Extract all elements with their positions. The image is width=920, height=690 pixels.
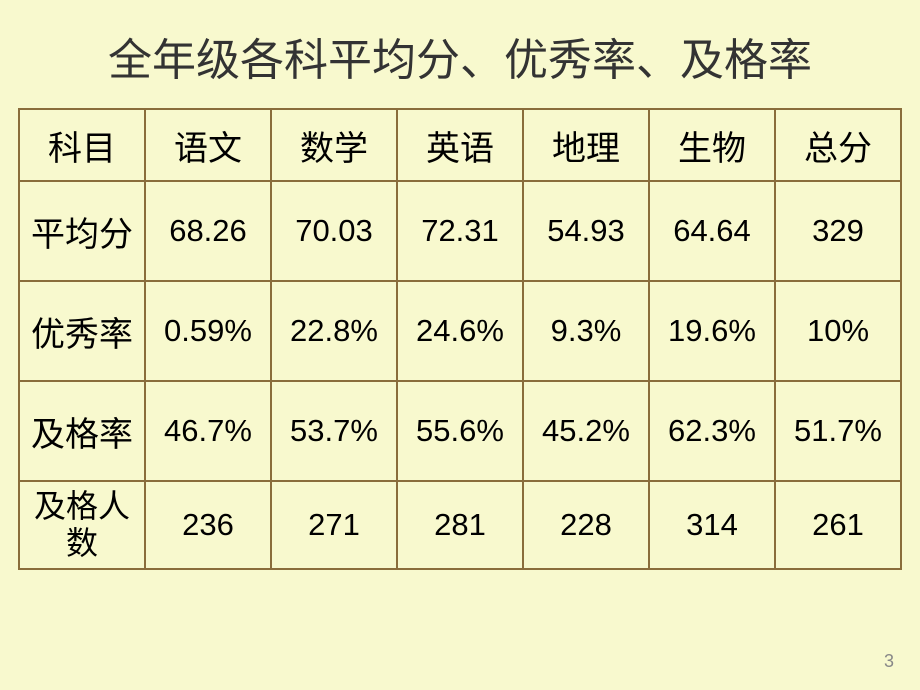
table-cell: 64.64 [649, 181, 775, 281]
table-cell-highlight: 261 [775, 481, 901, 569]
page-number: 3 [884, 651, 894, 672]
table-cell: 281 [397, 481, 523, 569]
table-cell: 51.7% [775, 381, 901, 481]
table-cell: 329 [775, 181, 901, 281]
table-header-row: 科目 语文 数学 英语 地理 生物 总分 [19, 109, 901, 181]
table-row: 及格人数 236 271 281 228 314 261 [19, 481, 901, 569]
table-row: 优秀率 0.59% 22.8% 24.6% 9.3% 19.6% 10% [19, 281, 901, 381]
col-header: 英语 [397, 109, 523, 181]
table-cell: 10% [775, 281, 901, 381]
col-header: 生物 [649, 109, 775, 181]
table-cell: 54.93 [523, 181, 649, 281]
table-cell: 19.6% [649, 281, 775, 381]
table-cell: 228 [523, 481, 649, 569]
row-label: 平均分 [19, 181, 145, 281]
table-cell: 9.3% [523, 281, 649, 381]
table-row: 及格率 46.7% 53.7% 55.6% 45.2% 62.3% 51.7% [19, 381, 901, 481]
row-label: 及格人数 [19, 481, 145, 569]
table-row: 平均分 68.26 70.03 72.31 54.93 64.64 329 [19, 181, 901, 281]
col-header: 数学 [271, 109, 397, 181]
table-cell: 45.2% [523, 381, 649, 481]
table-cell: 314 [649, 481, 775, 569]
table-cell: 68.26 [145, 181, 271, 281]
row-label: 优秀率 [19, 281, 145, 381]
table-cell: 70.03 [271, 181, 397, 281]
table-cell: 53.7% [271, 381, 397, 481]
table-cell: 0.59% [145, 281, 271, 381]
col-header: 地理 [523, 109, 649, 181]
col-header: 总分 [775, 109, 901, 181]
scores-table: 科目 语文 数学 英语 地理 生物 总分 平均分 68.26 70.03 72.… [18, 108, 902, 570]
col-header: 科目 [19, 109, 145, 181]
table-cell: 55.6% [397, 381, 523, 481]
table-cell: 271 [271, 481, 397, 569]
table-cell: 72.31 [397, 181, 523, 281]
col-header: 语文 [145, 109, 271, 181]
table-cell: 22.8% [271, 281, 397, 381]
table-cell: 62.3% [649, 381, 775, 481]
table-cell: 236 [145, 481, 271, 569]
page-title: 全年级各科平均分、优秀率、及格率 [0, 0, 920, 108]
row-label: 及格率 [19, 381, 145, 481]
table-cell: 24.6% [397, 281, 523, 381]
table-container: 科目 语文 数学 英语 地理 生物 总分 平均分 68.26 70.03 72.… [0, 108, 920, 570]
table-cell: 46.7% [145, 381, 271, 481]
